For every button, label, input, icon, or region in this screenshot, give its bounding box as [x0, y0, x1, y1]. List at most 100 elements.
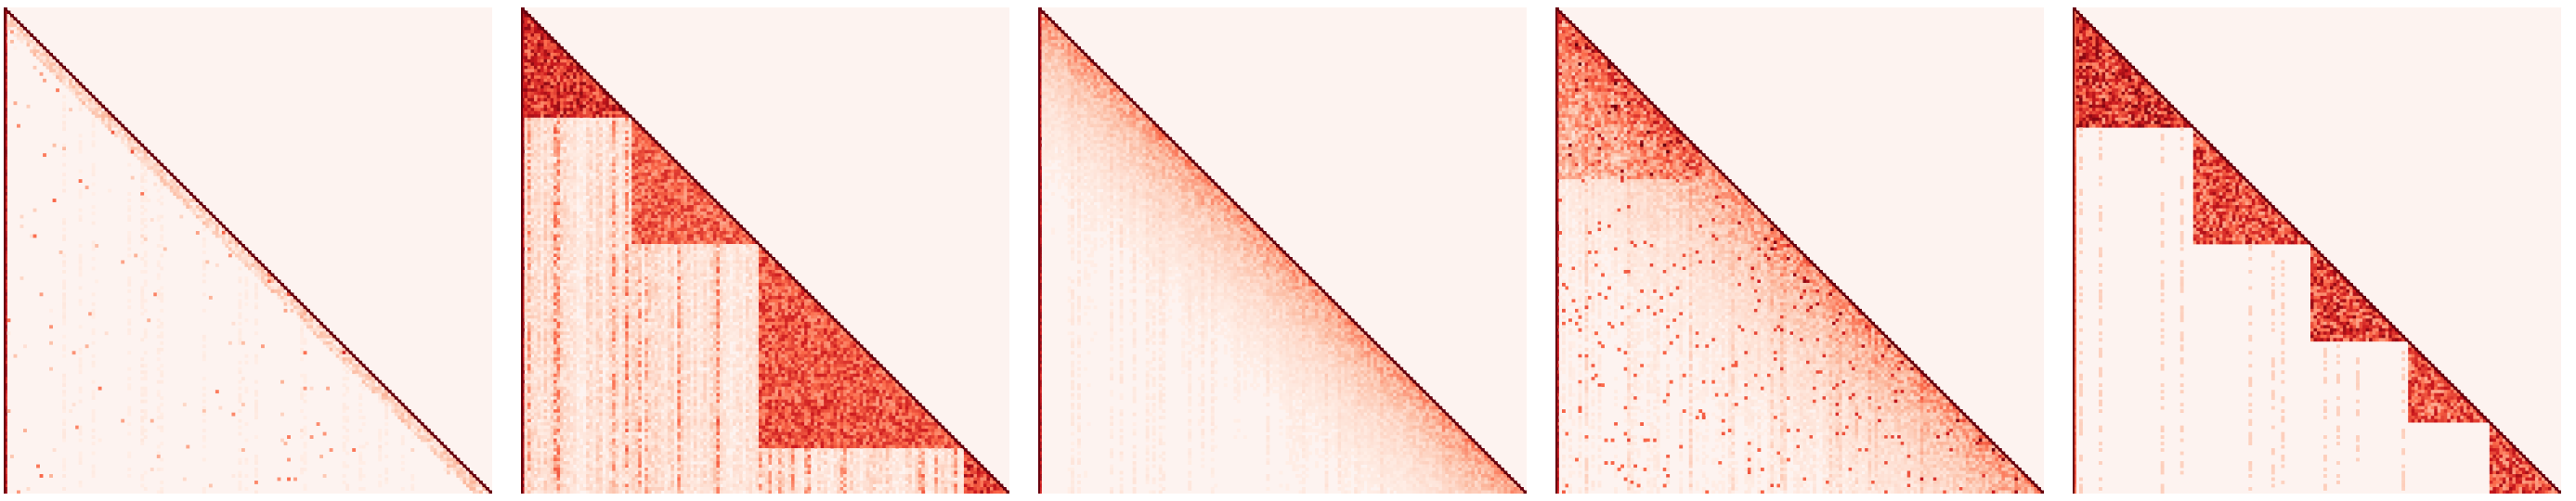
- heatmap-cell: [690, 247, 695, 251]
- heatmap-cell: [540, 101, 544, 106]
- heatmap-cell: [563, 91, 567, 96]
- heatmap-cell: [556, 82, 561, 86]
- heatmap-cell: [160, 396, 164, 401]
- heatmap-cell: [166, 179, 171, 183]
- heatmap-cell: [638, 253, 643, 258]
- heatmap-cell: [586, 123, 590, 128]
- heatmap-cell: [296, 312, 301, 316]
- heatmap-cell: [579, 71, 583, 76]
- heatmap-cell: [530, 160, 535, 164]
- heatmap-cell: [384, 468, 389, 471]
- heatmap-cell: [543, 121, 548, 125]
- heatmap-cell: [563, 273, 567, 277]
- heatmap-cell: [231, 247, 236, 251]
- heatmap-cell: [566, 212, 570, 215]
- heatmap-cell: [358, 370, 363, 375]
- heatmap-cell: [179, 199, 184, 202]
- heatmap-cell: [368, 386, 372, 391]
- heatmap-cell: [527, 173, 531, 176]
- heatmap-cell: [423, 435, 428, 439]
- heatmap-cell: [306, 321, 310, 326]
- heatmap-cell: [634, 147, 639, 151]
- heatmap-cell: [124, 143, 128, 148]
- heatmap-cell: [530, 173, 535, 176]
- heatmap-cell: [641, 173, 645, 176]
- heatmap-cell: [677, 238, 682, 241]
- heatmap-cell: [143, 218, 148, 222]
- heatmap-cell: [524, 108, 528, 112]
- heatmap-cell: [199, 205, 203, 209]
- heatmap-cell: [300, 315, 304, 319]
- heatmap-cell: [208, 483, 213, 488]
- heatmap-cell: [537, 247, 541, 251]
- heatmap-cell: [527, 188, 531, 193]
- heatmap-cell: [631, 238, 636, 241]
- heatmap-cell: [765, 256, 769, 261]
- heatmap-cell: [527, 179, 531, 183]
- heatmap-cell: [303, 312, 307, 316]
- heatmap-cell: [556, 253, 561, 258]
- heatmap-cell: [709, 263, 714, 267]
- heatmap-cell: [628, 260, 632, 264]
- heatmap-cell: [618, 127, 623, 132]
- heatmap-cell: [686, 208, 691, 212]
- heatmap-cell: [582, 143, 587, 148]
- heatmap-cell: [563, 269, 567, 274]
- heatmap-cell: [212, 218, 216, 222]
- heatmap-cell: [563, 121, 567, 125]
- heatmap-cell: [20, 30, 24, 34]
- heatmap-cell: [550, 260, 554, 264]
- heatmap-cell: [566, 127, 570, 132]
- heatmap-cell: [621, 192, 626, 196]
- heatmap-cell: [56, 65, 59, 70]
- heatmap-cell: [218, 234, 223, 238]
- heatmap-cell: [241, 253, 245, 258]
- heatmap-cell: [534, 234, 538, 238]
- heatmap-cell: [556, 156, 561, 161]
- heatmap-cell: [556, 212, 561, 215]
- heatmap-cell: [248, 253, 252, 258]
- heatmap-cell: [641, 247, 645, 251]
- heatmap-cell: [625, 166, 630, 171]
- heatmap-cell: [615, 114, 619, 119]
- heatmap-cell: [143, 282, 148, 287]
- heatmap-cell: [654, 244, 658, 248]
- heatmap-cell: [602, 162, 606, 167]
- heatmap-cell: [413, 425, 418, 430]
- heatmap-cell: [530, 78, 535, 83]
- heatmap-panel-1: [4, 7, 492, 494]
- heatmap-cell: [654, 214, 658, 219]
- heatmap-cell: [524, 32, 528, 37]
- heatmap-cell: [628, 182, 632, 186]
- heatmap-cell: [566, 238, 570, 241]
- heatmap-cell: [394, 412, 398, 417]
- heatmap-cell: [345, 416, 350, 419]
- heatmap-cell: [647, 253, 652, 258]
- heatmap-cell: [33, 234, 37, 238]
- heatmap-cell: [644, 186, 649, 189]
- heatmap-cell: [238, 292, 242, 297]
- heatmap-cell: [576, 88, 580, 93]
- heatmap-cell: [615, 240, 619, 245]
- heatmap-cell: [543, 101, 548, 106]
- heatmap-cell: [553, 69, 557, 73]
- heatmap-cell: [696, 205, 701, 209]
- heatmap-cell: [156, 169, 161, 173]
- heatmap-cell: [527, 250, 531, 254]
- heatmap-cell: [530, 71, 535, 76]
- heatmap-cell: [143, 299, 148, 303]
- heatmap-cell: [696, 231, 701, 235]
- heatmap-cell: [641, 214, 645, 219]
- heatmap-cell: [651, 199, 656, 202]
- heatmap-cell: [553, 218, 557, 222]
- heatmap-cell: [62, 104, 66, 109]
- heatmap-cell: [657, 231, 662, 235]
- heatmap-cell: [547, 49, 551, 54]
- heatmap-cell: [742, 231, 747, 235]
- heatmap-cell: [20, 26, 24, 31]
- heatmap-cell: [602, 253, 606, 258]
- heatmap-cell: [117, 123, 122, 128]
- heatmap-cell: [563, 201, 567, 206]
- heatmap-cell: [631, 166, 636, 171]
- heatmap-cell: [534, 238, 538, 241]
